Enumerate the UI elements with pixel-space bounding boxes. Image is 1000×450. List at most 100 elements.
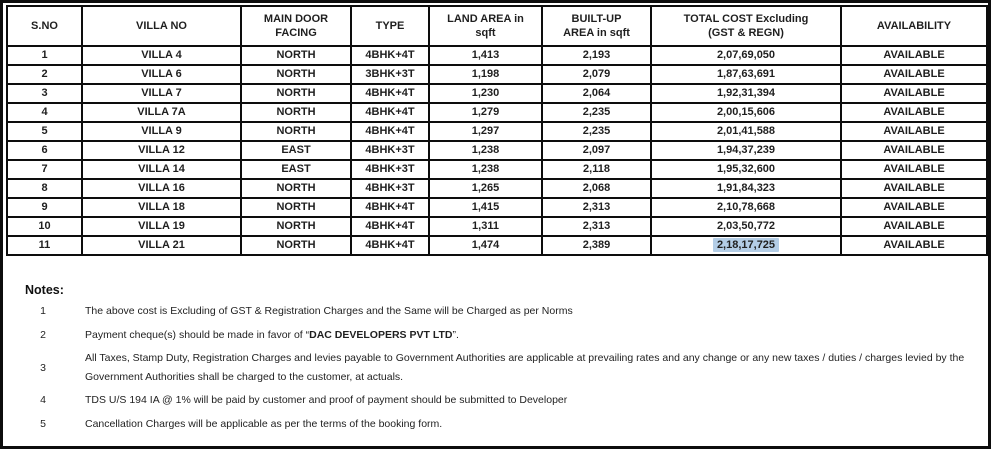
table-cell: 3BHK+3T	[350, 64, 430, 85]
table-cell: 4BHK+4T	[350, 197, 430, 218]
column-header: AVAILABILITY	[840, 5, 988, 47]
note-number: 2	[40, 328, 46, 341]
table-row: 5 VILLA 9 NORTH 4BHK+4T 1,297 2,235 2,01,41,58…	[6, 121, 988, 142]
table-cell: VILLA 19	[81, 216, 242, 237]
table-row: 2 VILLA 6 NORTH 3BHK+3T 1,198 2,079 1,87,63,69…	[6, 64, 988, 85]
table-cell: 1,279	[428, 102, 543, 123]
note-text: Payment cheque(s) should be made in favo…	[85, 328, 459, 341]
table-cell: EAST	[240, 159, 352, 180]
table-cell: 2,079	[541, 64, 652, 85]
table-cell: EAST	[240, 140, 352, 161]
table-cell: NORTH	[240, 178, 352, 199]
table-cell: AVAILABLE	[840, 83, 988, 104]
table-cell: AVAILABLE	[840, 45, 988, 66]
table-cell: 4BHK+4T	[350, 235, 430, 256]
table-cell: 1,413	[428, 45, 543, 66]
table-cell: 2,193	[541, 45, 652, 66]
table-cell: 1,415	[428, 197, 543, 218]
table-cell: NORTH	[240, 121, 352, 142]
table-row: 1 VILLA 4 NORTH 4BHK+4T 1,413 2,193 2,07,69,05…	[6, 45, 988, 66]
table-cell: NORTH	[240, 102, 352, 123]
note-item: 1 The above cost is Excluding of GST & Re…	[25, 302, 988, 321]
table-cell: VILLA 9	[81, 121, 242, 142]
table-cell: 4	[6, 102, 83, 123]
notes-section: Notes: 1 The above cost is Excluding of G…	[25, 283, 988, 433]
table-row: 6 VILLA 12 EAST 4BHK+3T 1,238 2,097 1,94,37,23…	[6, 140, 988, 161]
table-cell: 8	[6, 178, 83, 199]
table-cell: VILLA 7	[81, 83, 242, 104]
table-cell: 2,068	[541, 178, 652, 199]
table-cell: 2,10,78,668	[650, 197, 842, 218]
note-number: 4	[40, 394, 46, 407]
villa-pricing-table: S.NO VILLA NO MAIN DOOR FACING TYPE LAND ARE…	[6, 5, 988, 256]
table-cell: 7	[6, 159, 83, 180]
table-row: 7 VILLA 14 EAST 4BHK+3T 1,238 2,118 1,95,32,60…	[6, 159, 988, 180]
selected-cost-value[interactable]: 2,18,17,725	[712, 238, 780, 252]
table-cell: NORTH	[240, 216, 352, 237]
table-cell: 1,95,32,600	[650, 159, 842, 180]
table-cell: 6	[6, 140, 83, 161]
table-cell: VILLA 16	[81, 178, 242, 199]
table-cell: 2,18,17,725	[650, 235, 842, 256]
table-cell: 4BHK+4T	[350, 102, 430, 123]
table-cell: 2	[6, 64, 83, 85]
table-cell: 1,91,84,323	[650, 178, 842, 199]
table-cell: 2,389	[541, 235, 652, 256]
table-row: 4 VILLA 7A NORTH 4BHK+4T 1,279 2,235 2,00,15,6…	[6, 102, 988, 123]
table-cell: 2,235	[541, 121, 652, 142]
table-cell: 1,92,31,394	[650, 83, 842, 104]
table-row: 3 VILLA 7 NORTH 4BHK+4T 1,230 2,064 1,92,31,39…	[6, 83, 988, 104]
column-header: VILLA NO	[81, 5, 242, 47]
table-cell: VILLA 12	[81, 140, 242, 161]
table-cell: 1,311	[428, 216, 543, 237]
table-row: 10 VILLA 19 NORTH 4BHK+4T 1,311 2,313 2,03,50,…	[6, 216, 988, 237]
table-cell: AVAILABLE	[840, 216, 988, 237]
notes-heading: Notes:	[25, 283, 64, 297]
table-cell: 4BHK+4T	[350, 83, 430, 104]
note-text: Cancellation Charges will be applicable …	[85, 417, 443, 430]
table-cell: AVAILABLE	[840, 102, 988, 123]
table-cell: 4BHK+4T	[350, 121, 430, 142]
table-body: 1 VILLA 4 NORTH 4BHK+4T 1,413 2,193 2,07,69,05…	[6, 45, 988, 256]
table-cell: 2,07,69,050	[650, 45, 842, 66]
table-row: 11 VILLA 21 NORTH 4BHK+4T 1,474 2,389 2,18,17,…	[6, 235, 988, 256]
table-cell: 4BHK+3T	[350, 178, 430, 199]
table-cell: 1,238	[428, 140, 543, 161]
table-cell: 1,297	[428, 121, 543, 142]
note-number: 3	[40, 361, 46, 374]
note-text: TDS U/S 194 IA @ 1% will be paid by cust…	[85, 394, 568, 406]
table-cell: AVAILABLE	[840, 235, 988, 256]
note-number: 1	[40, 305, 46, 318]
note-item: 4 TDS U/S 194 IA @ 1% will be paid by cus…	[25, 391, 988, 410]
table-cell: AVAILABLE	[840, 121, 988, 142]
table-cell: VILLA 4	[81, 45, 242, 66]
column-header: TOTAL COST Excluding (GST & REGN)	[650, 5, 842, 47]
table-cell: 1,87,63,691	[650, 64, 842, 85]
table-cell: NORTH	[240, 235, 352, 256]
table-cell: 4BHK+4T	[350, 216, 430, 237]
note-number: 5	[40, 417, 46, 430]
table-cell: 2,01,41,588	[650, 121, 842, 142]
table-cell: NORTH	[240, 197, 352, 218]
note-item: 2 Payment cheque(s) should be made in fav…	[25, 326, 988, 345]
note-item: 3 All Taxes, Stamp Duty, Registration Cha…	[25, 349, 988, 386]
column-header: TYPE	[350, 5, 430, 47]
table-cell: 1	[6, 45, 83, 66]
table-cell: NORTH	[240, 83, 352, 104]
note-text: The above cost is Excluding of GST & Reg…	[85, 305, 573, 317]
table-cell: AVAILABLE	[840, 159, 988, 180]
table-cell: 3	[6, 83, 83, 104]
table-cell: 2,118	[541, 159, 652, 180]
table-cell: 4BHK+3T	[350, 159, 430, 180]
table-cell: 2,064	[541, 83, 652, 104]
table-cell: 9	[6, 197, 83, 218]
table-cell: 4BHK+3T	[350, 140, 430, 161]
table-header-row: S.NO VILLA NO MAIN DOOR FACING TYPE LAND ARE…	[6, 5, 988, 47]
table-cell: 1,265	[428, 178, 543, 199]
table-cell: 2,097	[541, 140, 652, 161]
table-cell: VILLA 14	[81, 159, 242, 180]
table-cell: 2,235	[541, 102, 652, 123]
column-header: S.NO	[6, 5, 83, 47]
table-cell: VILLA 6	[81, 64, 242, 85]
table-cell: 1,238	[428, 159, 543, 180]
